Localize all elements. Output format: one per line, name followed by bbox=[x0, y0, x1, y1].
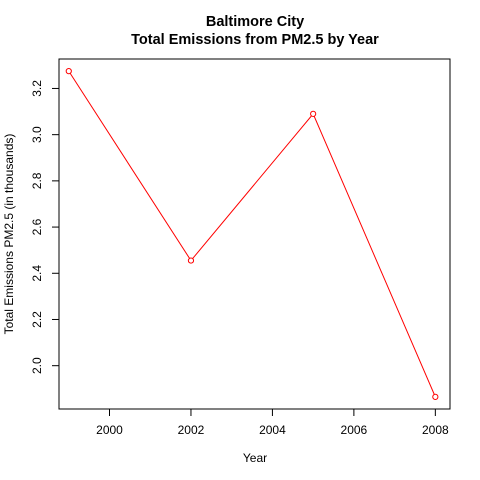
data-point bbox=[310, 110, 317, 117]
x-tick-label: 2008 bbox=[422, 423, 449, 437]
plot-frame bbox=[58, 58, 451, 410]
data-point bbox=[432, 393, 439, 400]
data-point bbox=[65, 68, 72, 75]
y-tick-label: 3.2 bbox=[30, 80, 44, 97]
y-tick-label: 3.0 bbox=[30, 126, 44, 143]
x-tick-label: 2002 bbox=[178, 423, 205, 437]
x-tick-label: 2004 bbox=[259, 423, 286, 437]
data-point bbox=[187, 257, 195, 264]
y-axis-label: Total Emissions PM2.5 (in thousands) bbox=[2, 134, 16, 335]
y-tick-label: 2.8 bbox=[30, 172, 44, 189]
x-tick-label: 2006 bbox=[341, 423, 368, 437]
x-tick-label: 2000 bbox=[96, 423, 123, 437]
y-tick-label: 2.4 bbox=[30, 265, 44, 282]
series-line bbox=[68, 70, 436, 398]
y-tick-label: 2.0 bbox=[30, 357, 44, 374]
chart-subtitle: Total Emissions from PM2.5 by Year bbox=[131, 32, 379, 48]
plot-area bbox=[65, 68, 439, 400]
x-axis-label: Year bbox=[243, 451, 267, 465]
chart-title: Baltimore City bbox=[206, 14, 304, 30]
y-tick-label: 2.2 bbox=[30, 311, 44, 328]
y-axis: 2.0 2.2 2.4 2.6 2.8 3.0 3.2 bbox=[30, 80, 60, 374]
y-tick-label: 2.6 bbox=[30, 218, 44, 235]
x-axis: 2000 2002 2004 2006 2008 bbox=[96, 408, 449, 437]
